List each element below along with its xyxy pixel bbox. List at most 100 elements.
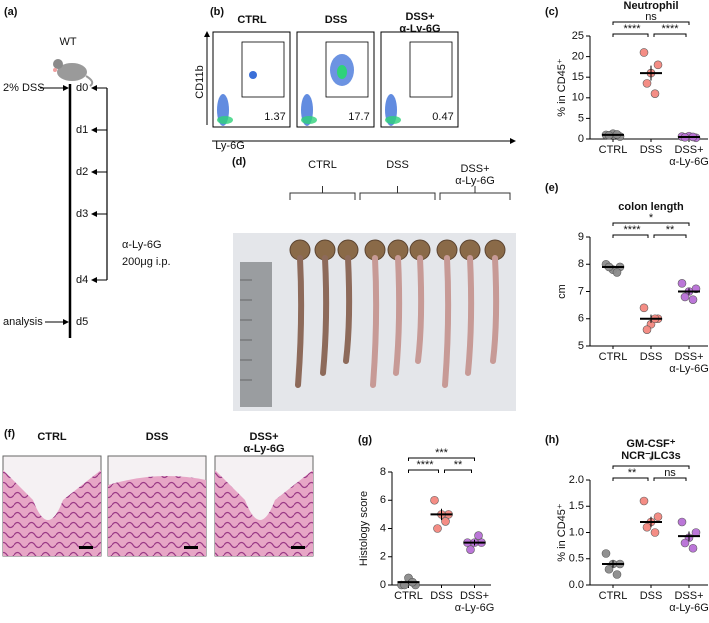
significance-bracket: [408, 457, 475, 461]
mouse-icon: [53, 59, 94, 87]
day-label: d0: [76, 82, 88, 94]
y-tick-label: 5: [578, 112, 584, 124]
gate-percentage: 1.37: [264, 111, 285, 123]
panel-label: (c): [545, 6, 559, 18]
histology-panel: CTRL DSS DSS+ α-Ly-6G: [2, 431, 314, 557]
significance-label: *: [649, 212, 654, 224]
y-tick-label: 20: [572, 51, 584, 63]
colon: [295, 255, 305, 388]
flow-x-label: Ly-6G: [215, 140, 245, 152]
day-label: d4: [76, 274, 88, 286]
histology-group-label: DSS+ α-Ly-6G: [243, 431, 284, 455]
tissue: [215, 470, 313, 556]
y-tick-label: 1.0: [569, 526, 584, 538]
scale-bar: [291, 546, 305, 549]
data-point: [642, 522, 652, 532]
x-tick-label: DSS: [640, 144, 663, 156]
treatment-label: α-Ly-6G: [122, 239, 162, 251]
colon: [415, 255, 425, 364]
data-point: [639, 303, 649, 313]
colon: [442, 255, 452, 388]
x-tick-label: DSS: [430, 590, 453, 602]
data-point: [688, 543, 698, 553]
dss-label: 2% DSS: [3, 82, 45, 94]
group-bracket: [289, 186, 356, 200]
data-point: [430, 495, 439, 505]
data-point: [601, 549, 611, 558]
x-tick-label: DSS+ α-Ly-6G: [669, 351, 709, 375]
significance-bracket: [408, 469, 439, 473]
colon: [370, 255, 380, 388]
significance-label: **: [454, 459, 463, 471]
chart-title: colon length: [618, 201, 684, 213]
colon: [490, 255, 500, 364]
scale-bar: [79, 546, 93, 549]
photo-group-label: CTRL: [308, 159, 337, 171]
panel-label: (e): [545, 182, 559, 194]
gate-percentage: 0.47: [432, 111, 453, 123]
x-tick-label: DSS+ α-Ly-6G: [455, 590, 495, 614]
significance-label: **: [666, 224, 675, 236]
y-axis-label: % in CD45⁺: [556, 58, 568, 117]
data-point: [639, 48, 649, 57]
day-label: d1: [76, 124, 88, 136]
data-point: [441, 517, 450, 526]
panel-label: (a): [4, 6, 18, 18]
flow-y-label: CD11b: [194, 65, 206, 98]
data-point: [680, 292, 690, 302]
group-bracket: [439, 186, 511, 200]
y-tick-label: 5: [578, 340, 584, 352]
colon: [393, 255, 403, 376]
y-tick-label: 6: [578, 313, 584, 325]
cell-cloud: [337, 65, 347, 79]
data-point: [650, 89, 660, 98]
dose-label: 200μg i.p.: [122, 256, 171, 268]
histology-group-label: CTRL: [37, 431, 67, 443]
group-bracket: [359, 186, 436, 200]
data-point: [653, 60, 663, 70]
y-tick-label: 8: [578, 258, 584, 270]
panel-label: (d): [232, 156, 246, 168]
flow-group-label: CTRL: [237, 14, 267, 26]
significance-label: ns: [645, 11, 657, 23]
x-tick-label: CTRL: [599, 590, 628, 602]
y-tick-label: 15: [572, 71, 584, 83]
day-label: d5: [76, 316, 88, 328]
y-tick-label: 0.5: [569, 553, 584, 565]
significance-label: ****: [416, 459, 434, 471]
significance-bracket: [612, 465, 690, 469]
day-label: d3: [76, 208, 88, 220]
significance-bracket: [653, 477, 687, 481]
cell-cloud: [301, 116, 317, 124]
x-tick-label: CTRL: [599, 144, 628, 156]
x-tick-label: DSS: [640, 590, 663, 602]
strain: WT: [59, 36, 76, 48]
data-point: [604, 564, 614, 574]
data-point: [639, 496, 649, 506]
significance-bracket: [612, 477, 649, 481]
data-point: [650, 528, 660, 537]
data-point: [680, 538, 690, 548]
y-tick-label: 0: [578, 133, 584, 145]
data-point: [677, 517, 687, 527]
scale-bar: [184, 546, 198, 549]
flow-panel: CD11b Ly-6G: [194, 31, 516, 152]
y-tick-label: 8: [380, 466, 386, 478]
colon-photo: [233, 233, 516, 411]
y-tick-label: 0: [380, 579, 386, 591]
y-tick-label: 6: [380, 494, 386, 506]
gate: [409, 41, 453, 98]
flow-group-label: DSS: [325, 14, 348, 26]
y-axis-label: cm: [556, 284, 568, 299]
tissue: [108, 476, 206, 556]
significance-bracket: [612, 222, 690, 226]
y-tick-label: 4: [380, 522, 386, 534]
cell-cloud: [249, 71, 257, 79]
cell-cloud: [217, 116, 233, 124]
histology-group-label: DSS: [146, 431, 169, 443]
significance-bracket: [653, 234, 687, 238]
chart-title: Neutrophil: [624, 0, 679, 12]
y-tick-label: 7: [578, 285, 584, 297]
significance-label: **: [628, 467, 637, 479]
